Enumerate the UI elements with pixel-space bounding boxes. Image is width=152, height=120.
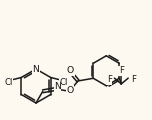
Text: O: O (67, 66, 74, 75)
Text: F: F (119, 66, 124, 75)
Text: Cl: Cl (60, 78, 68, 87)
Text: N: N (33, 66, 39, 75)
Text: N: N (54, 82, 61, 91)
Text: F: F (131, 75, 136, 84)
Text: O: O (67, 86, 74, 95)
Text: Cl: Cl (4, 78, 12, 87)
Text: F: F (107, 75, 112, 84)
